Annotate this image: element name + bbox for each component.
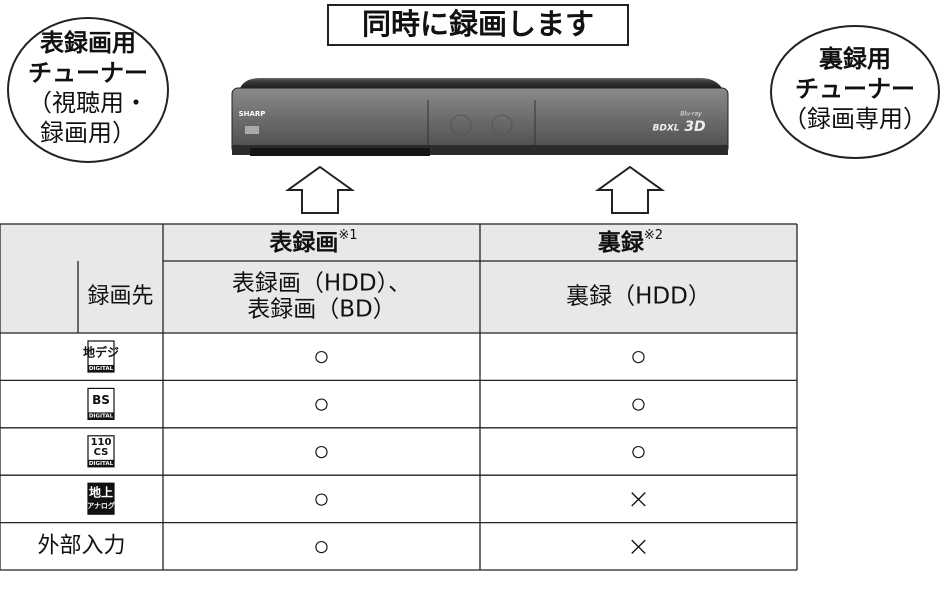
- bubble-line: 録画用）: [40, 119, 136, 147]
- header-bg: [0, 224, 797, 333]
- mark-cell: ○: [313, 482, 330, 515]
- recorder: SHARP BDXL Blu-ray 3D: [231, 78, 729, 156]
- destination: 裏録（HDD）: [566, 284, 711, 310]
- left-bubble: [7, 17, 169, 163]
- icon-text: 地デジ: [83, 345, 119, 360]
- logo: BDXL: [652, 124, 679, 134]
- column-header: 裏録※2: [597, 228, 663, 256]
- icon: [87, 482, 115, 515]
- icon-strip: [88, 365, 114, 372]
- row-label: 外部入力: [37, 533, 125, 558]
- disc-logo: Blu-ray: [680, 111, 702, 118]
- table: 表録画※1 裏録※2 録画先 表録画（HDD）、表録画（BD） 裏録（HDD） ○ ○ 地デジ…: [0, 223, 798, 571]
- bubble-line: （視聴用・: [28, 89, 148, 117]
- icon-text: DIGITAL: [89, 461, 114, 467]
- bubble-line: （録画専用）: [783, 105, 927, 133]
- destination: 表録画（BD）: [247, 297, 396, 323]
- badge: 3D: [684, 119, 705, 135]
- mark-cell: ×: [627, 529, 650, 562]
- icon-text: 地上: [89, 485, 113, 500]
- mark-cell: ○: [313, 435, 330, 468]
- icon-text: DIGITAL: [89, 366, 114, 372]
- brand: SHARP: [239, 110, 266, 118]
- column-header: 表録画※1: [269, 228, 357, 256]
- mark-cell: ○: [630, 387, 647, 420]
- column-label: 裏録: [597, 229, 645, 256]
- icon-text: BS: [92, 393, 110, 407]
- mark-cell: ○: [313, 387, 330, 420]
- icon-strip: [88, 412, 114, 420]
- title-box: [327, 4, 629, 46]
- column-note: ※1: [338, 228, 357, 243]
- right-bubble: [770, 25, 940, 159]
- mark-cell: ○: [313, 529, 330, 562]
- icon-text: 110: [91, 437, 112, 448]
- icon-strip: [88, 459, 114, 467]
- icon-text: DIGITAL: [89, 413, 114, 419]
- bubble-line: 表録画用: [40, 29, 136, 57]
- bubble-line: チューナー: [28, 59, 148, 87]
- icon-text: アナログ: [87, 501, 115, 510]
- arrow: [594, 165, 666, 214]
- row-header: 録画先: [87, 284, 153, 309]
- column-label: 表録画: [269, 229, 338, 256]
- bubble-line: 裏録用: [818, 45, 891, 73]
- title: 同時に録画します: [362, 7, 594, 41]
- arrow: [284, 165, 356, 214]
- column-note: ※2: [644, 228, 663, 243]
- mark-cell: ○: [313, 340, 330, 373]
- mark-cell: ×: [627, 482, 650, 515]
- icon-text: CS: [94, 447, 109, 458]
- mark-cell: ○: [630, 435, 647, 468]
- mark-cell: ○: [630, 340, 647, 373]
- bubble-line: チューナー: [795, 75, 915, 103]
- destination: 表録画（HDD）、: [232, 271, 411, 297]
